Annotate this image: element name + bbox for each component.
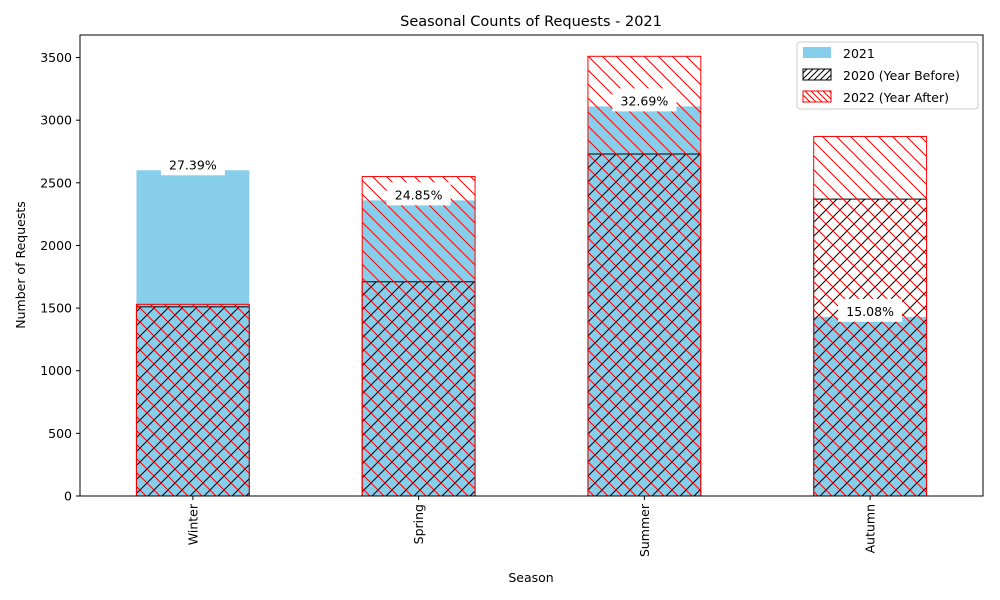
bar-2022-spring (361, 176, 476, 497)
legend-swatch-2022 (802, 90, 832, 103)
y-tick-label: 3500 (40, 50, 72, 65)
y-tick-label: 3000 (40, 113, 72, 128)
legend-swatch-2021 (803, 47, 831, 58)
pct-annotation-box (612, 88, 677, 112)
chart-title: Seasonal Counts of Requests - 2021 (400, 14, 662, 30)
y-tick-label: 2000 (40, 238, 72, 253)
legend-swatch-2020 (802, 68, 832, 81)
y-tick-label: 1000 (40, 363, 72, 378)
legend-label-2021: 2021 (843, 46, 875, 61)
y-axis: 0 500 1000 1500 2000 2500 3000 3500 (40, 50, 80, 504)
pct-annotation-autumn: 15.08% (838, 298, 903, 322)
x-tick-label-summer: Summer (637, 503, 652, 557)
pct-annotation-summer: 32.69% (612, 88, 677, 112)
x-tick-label-autumn: Autumn (863, 504, 878, 553)
pct-annotation-text: 24.85% (395, 187, 443, 202)
plot-frame (79, 34, 984, 497)
bars-layer (135, 55, 928, 497)
bar-2022-winter (135, 303, 250, 497)
legend: 2021 2020 (Year Before) 2022 (Year After… (796, 41, 979, 110)
pct-annotation-text: 32.69% (621, 93, 669, 108)
y-tick-label: 1500 (40, 301, 72, 316)
legend-label-2022: 2022 (Year After) (843, 90, 949, 105)
x-tick-label-winter: Winter (185, 503, 200, 545)
bar-2022-summer (587, 55, 702, 497)
x-axis-label: Season (508, 570, 553, 585)
y-tick-label: 2500 (40, 175, 72, 190)
annotations-layer: 27.39% 24.85% 32.69% 15.08% (160, 88, 903, 322)
legend-frame (796, 41, 979, 110)
pct-annotation-text: 15.08% (846, 304, 894, 319)
pct-annotation-box (838, 298, 903, 322)
y-axis-label: Number of Requests (13, 201, 28, 329)
pct-annotation-winter: 27.39% (160, 152, 225, 176)
y-tick-label: 0 (64, 489, 72, 504)
legend-label-2020: 2020 (Year Before) (843, 68, 960, 83)
x-tick-label-spring: Spring (411, 504, 426, 544)
pct-annotation-spring: 24.85% (386, 182, 451, 206)
x-axis: Winter Spring Summer Autumn (185, 496, 878, 557)
pct-annotation-box (386, 182, 451, 206)
pct-annotation-text: 27.39% (169, 157, 217, 172)
y-tick-label: 500 (48, 426, 72, 441)
pct-annotation-box (160, 152, 225, 176)
